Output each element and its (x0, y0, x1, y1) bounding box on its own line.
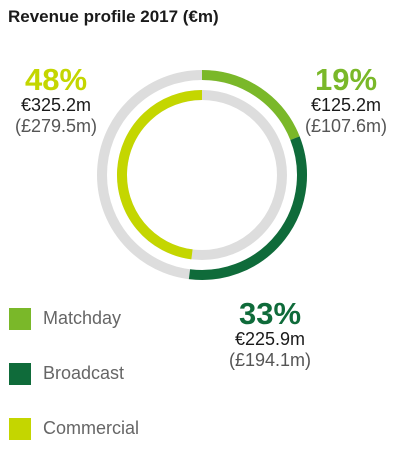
callout-broadcast: 33% €225.9m (£194.1m) (214, 298, 326, 369)
legend-label-matchday: Matchday (43, 308, 122, 328)
chart-title: Revenue profile 2017 (€m) (8, 7, 219, 26)
matchday-gbp-label: (£107.6m) (304, 116, 388, 136)
legend-label-commercial: Commercial (43, 418, 140, 438)
legend-item-broadcast: Broadcast (9, 360, 139, 387)
legend-item-commercial: Commercial (9, 415, 139, 442)
legend-item-matchday: Matchday (9, 305, 139, 332)
commercial-percent-label: 48% (24, 62, 88, 97)
commercial-eur-label: €325.2m (20, 95, 92, 115)
matchday-percent-label: 19% (314, 62, 378, 97)
callout-matchday: 19% €125.2m (£107.6m) (290, 64, 402, 135)
legend-swatch-broadcast (9, 362, 31, 385)
broadcast-gbp-label: (£194.1m) (228, 350, 312, 370)
broadcast-percent-label: 33% (238, 296, 302, 331)
legend-swatch-commercial (9, 417, 31, 440)
slice-broadcast (188, 136, 307, 280)
callout-commercial: 48% €325.2m (£279.5m) (0, 64, 112, 135)
matchday-eur-label: €125.2m (310, 95, 382, 115)
chart-legend: Matchday Broadcast Commercial (9, 305, 139, 451)
slice-commercial (117, 90, 203, 260)
legend-swatch-matchday (9, 307, 31, 330)
legend-label-broadcast: Broadcast (43, 363, 125, 383)
broadcast-eur-label: €225.9m (234, 329, 306, 349)
commercial-gbp-label: (£279.5m) (14, 116, 98, 136)
slice-matchday (201, 70, 300, 141)
